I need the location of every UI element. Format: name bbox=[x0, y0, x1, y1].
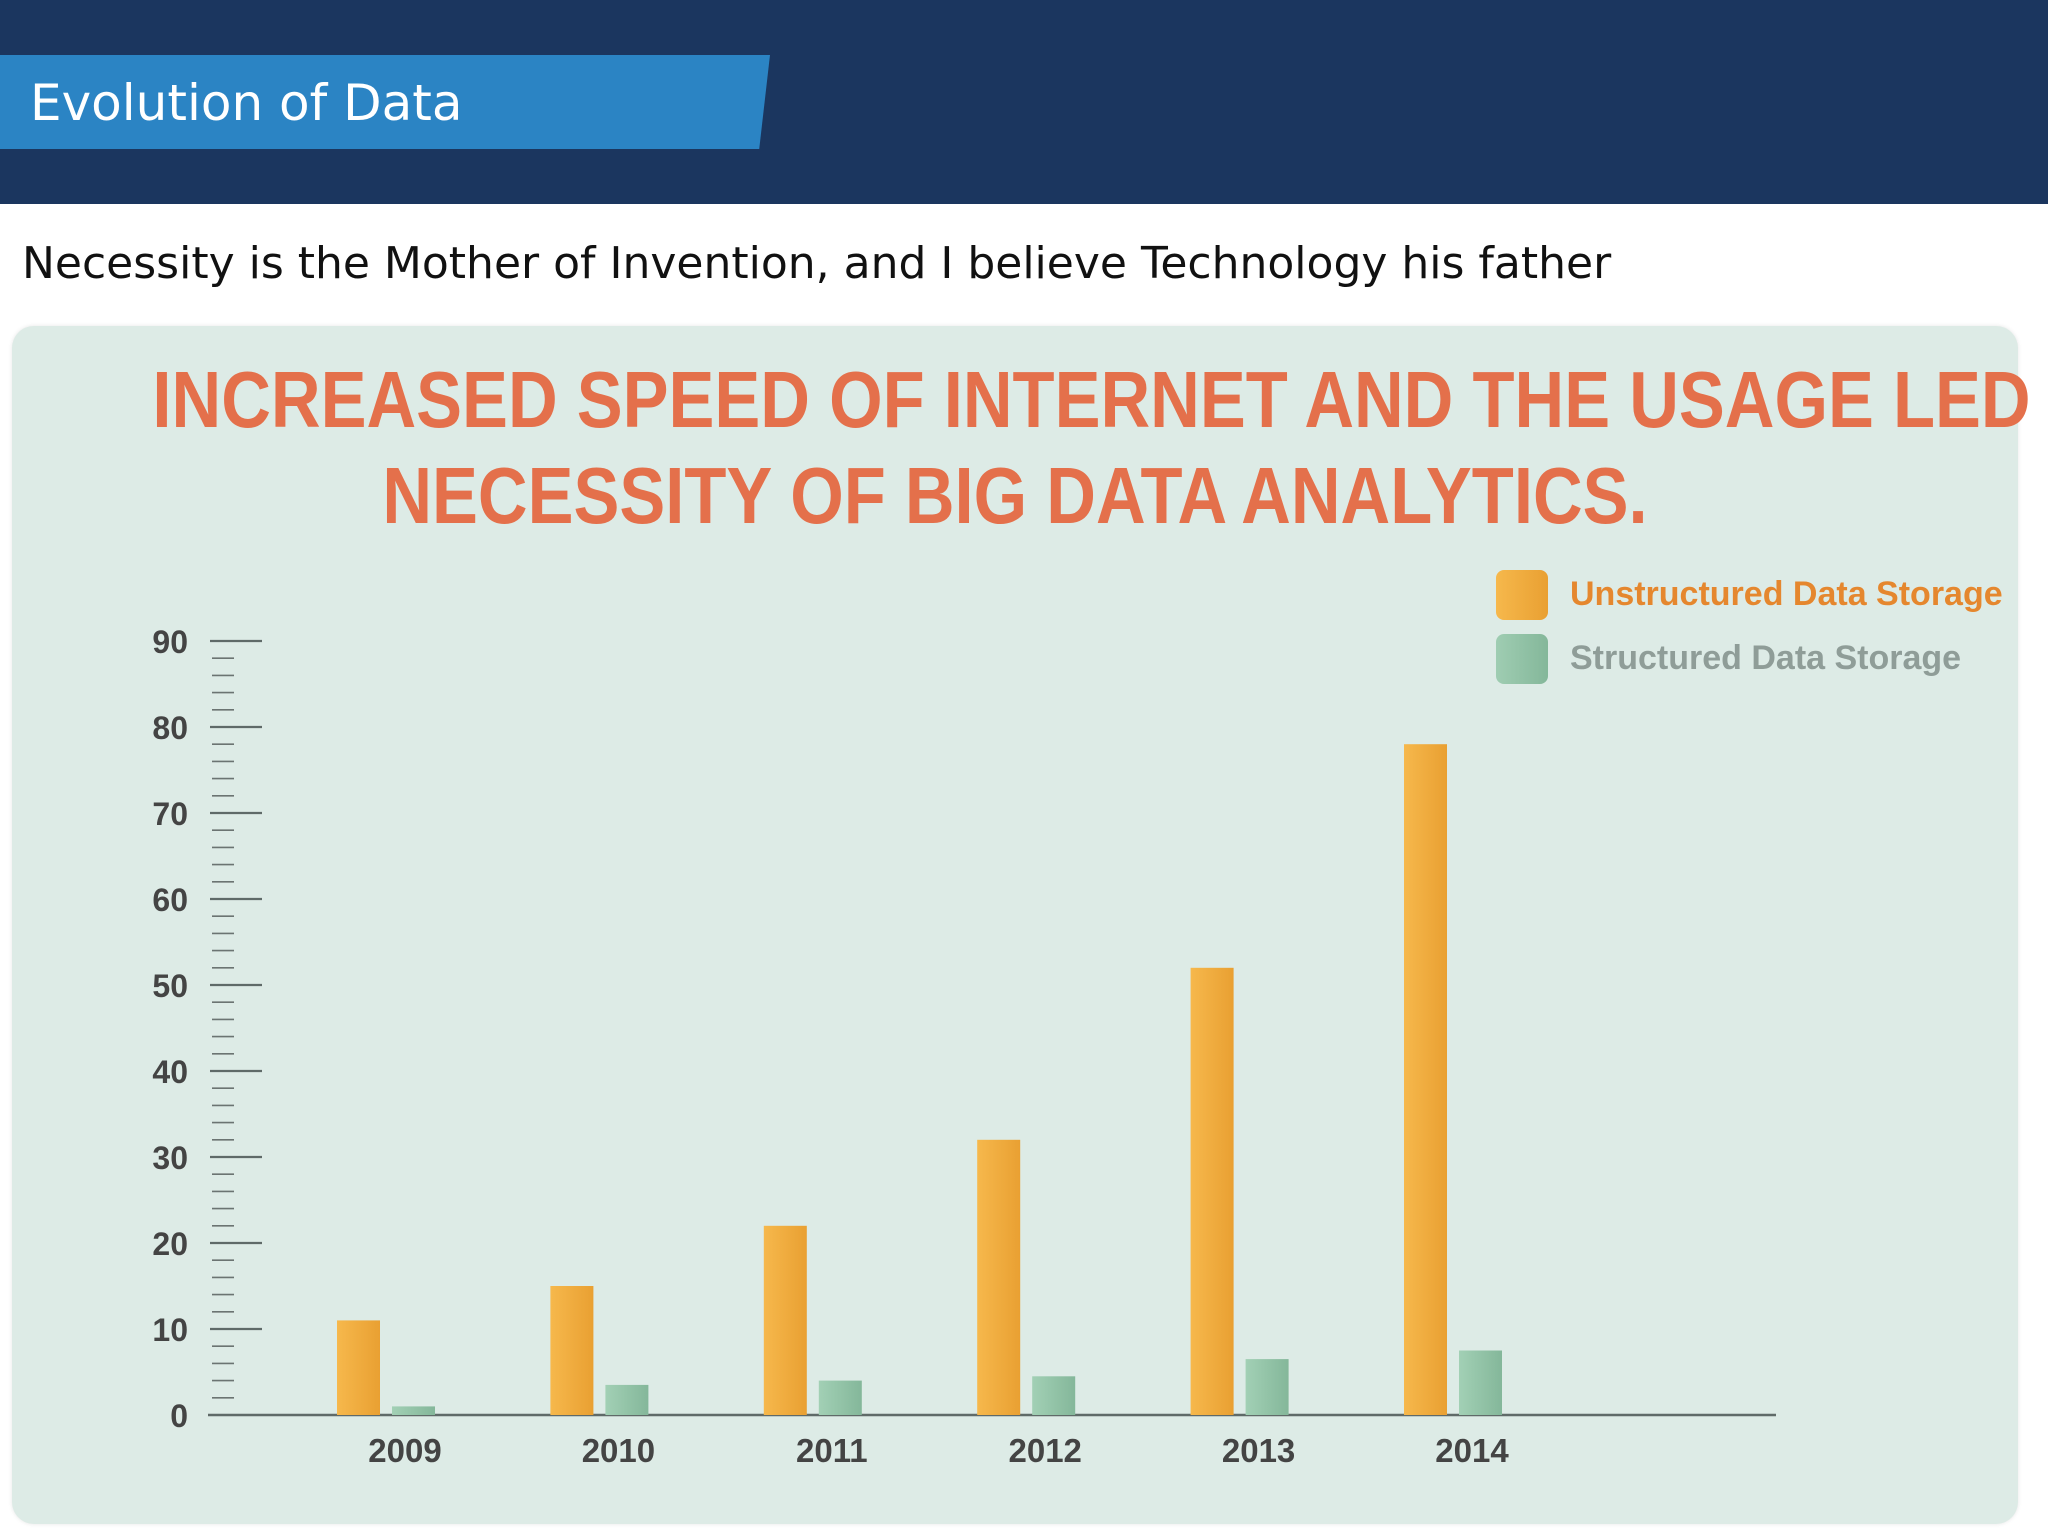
bar-structured-2010 bbox=[605, 1384, 649, 1415]
y-tick-label: 70 bbox=[152, 796, 188, 832]
title-tab bbox=[0, 55, 770, 149]
slide-subtitle: Necessity is the Mother of Invention, an… bbox=[22, 238, 1612, 289]
bar-unstructured-2009 bbox=[337, 1320, 380, 1415]
legend-swatch-structured bbox=[1496, 634, 1548, 684]
y-tick-label: 50 bbox=[152, 968, 188, 1004]
bar-structured-2009 bbox=[392, 1406, 435, 1415]
chart-title: INCREASED SPEED OF INTERNET AND THE USAG… bbox=[152, 352, 2031, 544]
y-tick-label: 20 bbox=[152, 1226, 188, 1262]
legend-label-structured: Structured Data Storage bbox=[1570, 639, 1962, 677]
legend-swatch-unstructured bbox=[1496, 570, 1548, 620]
x-tick-label: 2014 bbox=[1435, 1432, 1509, 1469]
bar-unstructured-2014 bbox=[1404, 744, 1447, 1415]
y-tick-label: 90 bbox=[152, 624, 188, 660]
legend-label-unstructured: Unstructured Data Storage bbox=[1570, 575, 2003, 613]
bar-unstructured-2013 bbox=[1190, 967, 1234, 1415]
slide-title: Evolution of Data bbox=[30, 74, 463, 132]
bar-structured-2012 bbox=[1032, 1376, 1076, 1415]
x-tick-label: 2011 bbox=[796, 1432, 868, 1469]
x-tick-label: 2013 bbox=[1222, 1432, 1295, 1469]
x-tick-label: 2012 bbox=[1008, 1432, 1081, 1469]
x-tick-label: 2010 bbox=[582, 1432, 655, 1469]
x-tick-label: 2009 bbox=[368, 1432, 441, 1469]
y-tick-label: 60 bbox=[152, 882, 188, 918]
bar-unstructured-2010 bbox=[550, 1286, 594, 1415]
y-tick-label: 10 bbox=[152, 1312, 188, 1348]
y-tick-label: 80 bbox=[152, 710, 188, 746]
bar-unstructured-2011 bbox=[763, 1225, 807, 1415]
y-tick-label: 40 bbox=[152, 1054, 188, 1090]
bar-structured-2013 bbox=[1245, 1359, 1289, 1415]
bar-structured-2011 bbox=[818, 1380, 862, 1415]
y-tick-label: 0 bbox=[170, 1398, 188, 1434]
bar-unstructured-2012 bbox=[977, 1139, 1021, 1415]
chart-title-line-1: INCREASED SPEED OF INTERNET AND THE USAG… bbox=[152, 355, 2031, 444]
chart-title-line-2: NECESSITY OF BIG DATA ANALYTICS. bbox=[382, 451, 1648, 540]
y-tick-label: 30 bbox=[152, 1140, 188, 1176]
bar-structured-2014 bbox=[1459, 1350, 1502, 1415]
